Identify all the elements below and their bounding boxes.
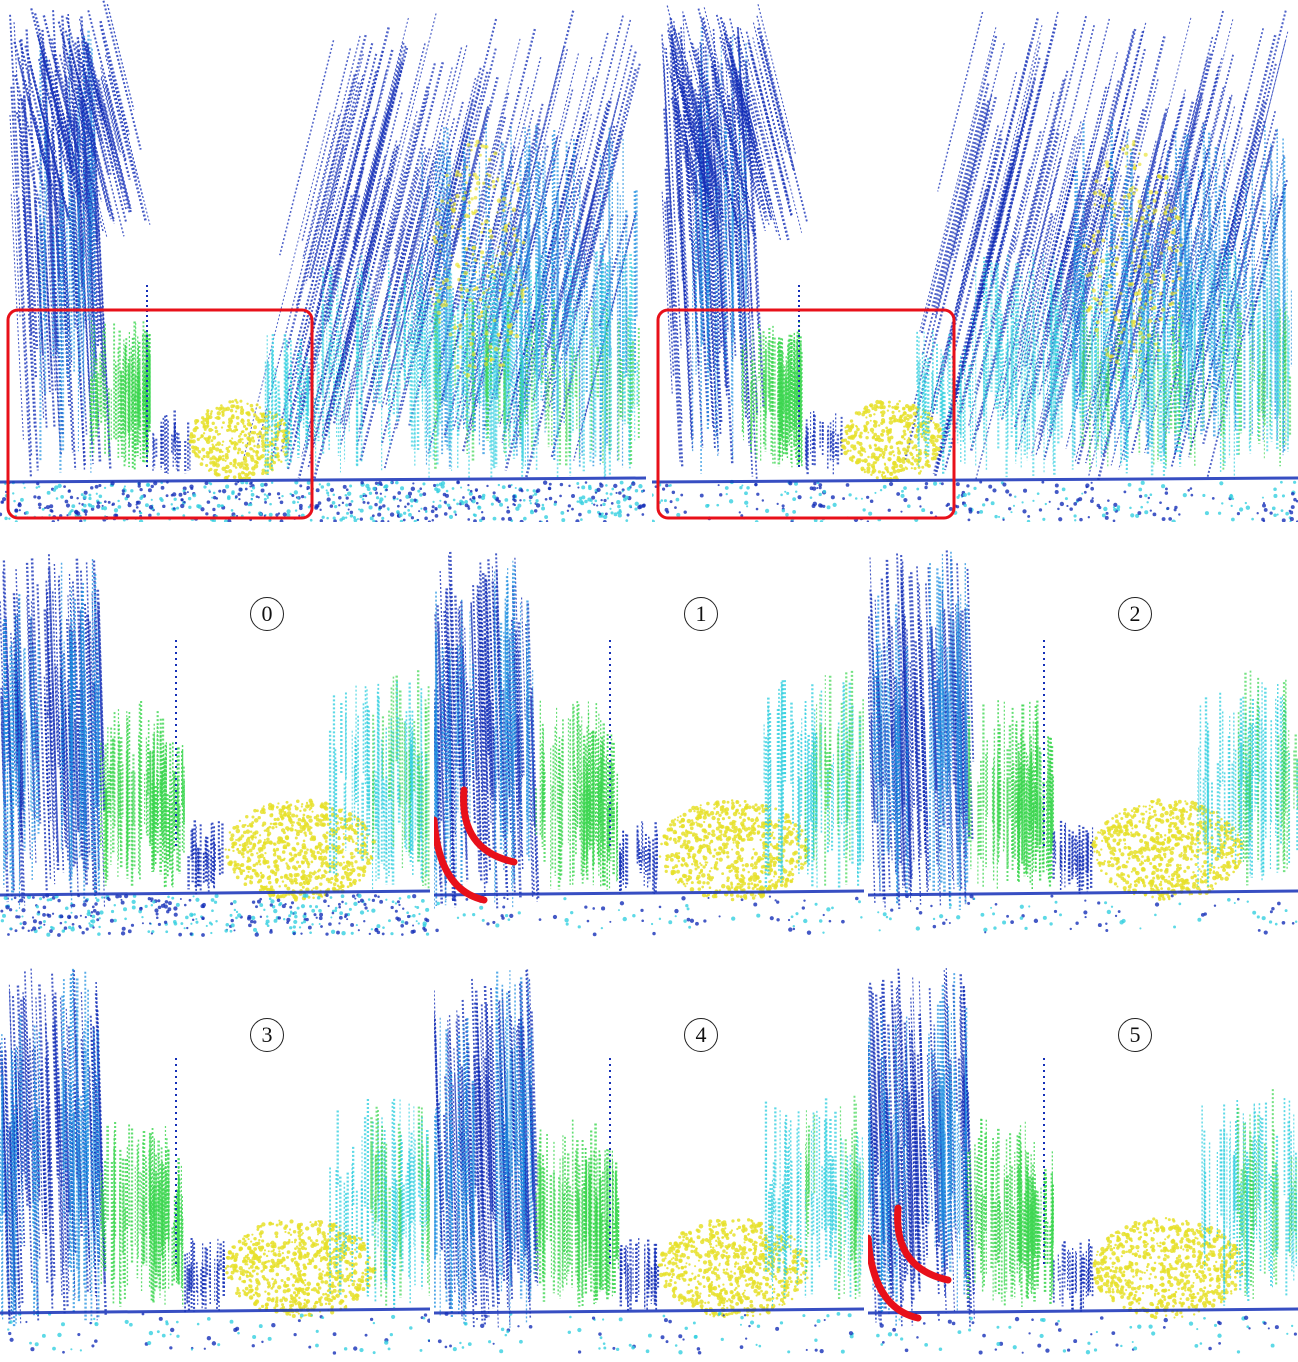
zoom-panel-1 [434, 550, 864, 945]
panel-label-4: 4 [684, 1018, 718, 1052]
panel-label-2: 2 [1118, 597, 1152, 631]
panel-label-0: 0 [250, 597, 284, 631]
zoom-canvas-5 [868, 968, 1298, 1355]
pointcloud-view-original [0, 0, 646, 522]
zoom-panel-3 [0, 968, 430, 1362]
zoom-panel-4 [434, 968, 864, 1362]
zoom-canvas-3 [0, 968, 430, 1355]
zoom-canvas-2 [868, 550, 1298, 935]
pointcloud-original-canvas [0, 0, 646, 522]
panel-label-5: 5 [1118, 1018, 1152, 1052]
highlight-arc-outer [434, 816, 488, 904]
panel-label-1: 1 [684, 597, 718, 631]
zoom-panel-0: 0 [0, 550, 430, 945]
highlight-box [656, 308, 956, 520]
highlight-arc-inner [894, 1204, 952, 1284]
zoom-panel-5 [868, 968, 1298, 1362]
highlight-arc-inner [460, 786, 518, 866]
zoom-panel-2 [868, 550, 1298, 945]
zoom-canvas-4 [434, 969, 864, 1355]
panel-label-3: 3 [250, 1018, 284, 1052]
highlight-arc-outer [868, 1234, 922, 1322]
pointcloud-reconstructed-canvas [652, 4, 1298, 522]
zoom-canvas-0 [0, 554, 430, 937]
zoom-canvas-1 [434, 551, 864, 937]
pointcloud-view-reconstructed [652, 0, 1298, 522]
highlight-box [6, 308, 314, 520]
